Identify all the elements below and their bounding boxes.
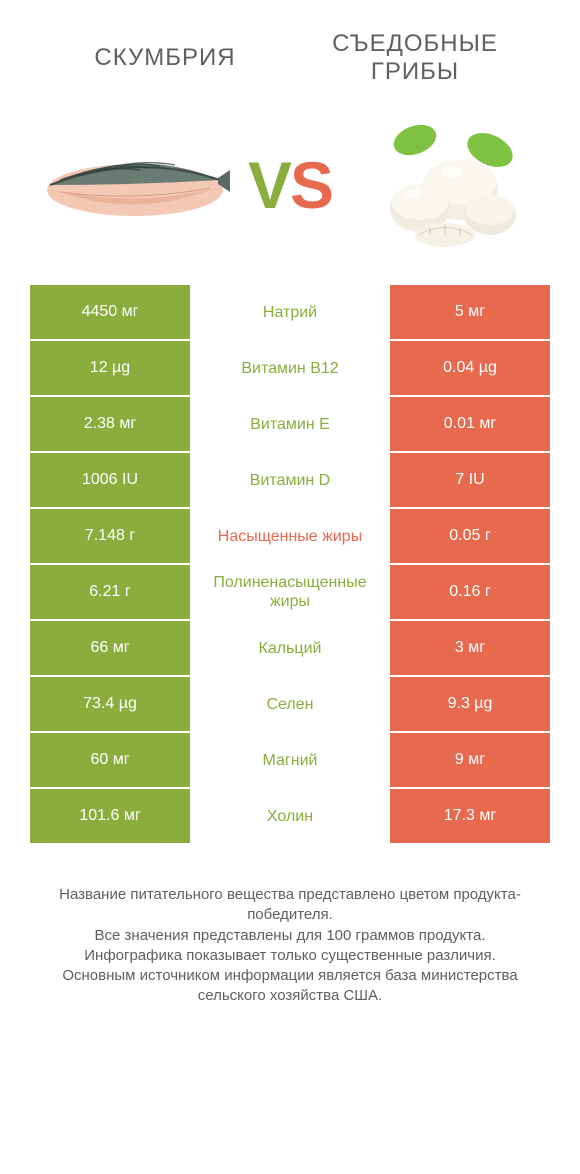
value-right: 7 IU <box>390 453 550 507</box>
nutrient-label: Витамин D <box>190 453 390 507</box>
table-row: 4450 мгНатрий5 мг <box>30 285 550 341</box>
value-left: 73.4 µg <box>30 677 190 731</box>
vs-label: VS <box>248 147 332 223</box>
title-right: СЪЕДОБНЫЕ ГРИБЫ <box>290 30 540 85</box>
vs-s: S <box>290 148 332 222</box>
value-left: 4450 мг <box>30 285 190 339</box>
nutrient-label: Насыщенные жиры <box>190 509 390 563</box>
value-left: 66 мг <box>30 621 190 675</box>
table-row: 6.21 гПолиненасыщенные жиры0.16 г <box>30 565 550 621</box>
footer-notes: Название питательного вещества представл… <box>30 885 550 1007</box>
value-right: 9.3 µg <box>390 677 550 731</box>
table-row: 66 мгКальций3 мг <box>30 621 550 677</box>
value-left: 60 мг <box>30 733 190 787</box>
footer-line-1: Название питательного вещества представл… <box>30 885 550 926</box>
nutrient-label: Полиненасыщенные жиры <box>190 565 390 619</box>
image-right <box>350 115 540 255</box>
table-row: 2.38 мгВитамин E0.01 мг <box>30 397 550 453</box>
title-left: СКУМБРИЯ <box>40 44 290 72</box>
footer-line-3: Инфографика показывает только существенн… <box>30 946 550 966</box>
vs-v: V <box>248 148 290 222</box>
table-row: 1006 IUВитамин D7 IU <box>30 453 550 509</box>
header: СКУМБРИЯ СЪЕДОБНЫЕ ГРИБЫ <box>0 0 580 95</box>
comparison-table: 4450 мгНатрий5 мг12 µgВитамин B120.04 µg… <box>30 285 550 845</box>
table-row: 60 мгМагний9 мг <box>30 733 550 789</box>
nutrient-label: Кальций <box>190 621 390 675</box>
footer-line-2: Все значения представлены для 100 граммо… <box>30 926 550 946</box>
table-row: 73.4 µgСелен9.3 µg <box>30 677 550 733</box>
nutrient-label: Натрий <box>190 285 390 339</box>
value-right: 0.05 г <box>390 509 550 563</box>
value-right: 17.3 мг <box>390 789 550 843</box>
value-right: 9 мг <box>390 733 550 787</box>
value-right: 5 мг <box>390 285 550 339</box>
nutrient-label: Магний <box>190 733 390 787</box>
value-left: 101.6 мг <box>30 789 190 843</box>
table-row: 12 µgВитамин B120.04 µg <box>30 341 550 397</box>
nutrient-label: Витамин B12 <box>190 341 390 395</box>
nutrient-label: Холин <box>190 789 390 843</box>
value-right: 3 мг <box>390 621 550 675</box>
table-row: 7.148 гНасыщенные жиры0.05 г <box>30 509 550 565</box>
nutrient-label: Витамин E <box>190 397 390 451</box>
value-right: 0.16 г <box>390 565 550 619</box>
table-row: 101.6 мгХолин17.3 мг <box>30 789 550 845</box>
image-left <box>40 115 230 255</box>
value-right: 0.01 мг <box>390 397 550 451</box>
image-row: VS <box>0 95 580 285</box>
value-left: 1006 IU <box>30 453 190 507</box>
value-left: 6.21 г <box>30 565 190 619</box>
footer-line-4: Основным источником информации является … <box>30 966 550 1007</box>
value-right: 0.04 µg <box>390 341 550 395</box>
value-left: 2.38 мг <box>30 397 190 451</box>
value-left: 7.148 г <box>30 509 190 563</box>
nutrient-label: Селен <box>190 677 390 731</box>
value-left: 12 µg <box>30 341 190 395</box>
